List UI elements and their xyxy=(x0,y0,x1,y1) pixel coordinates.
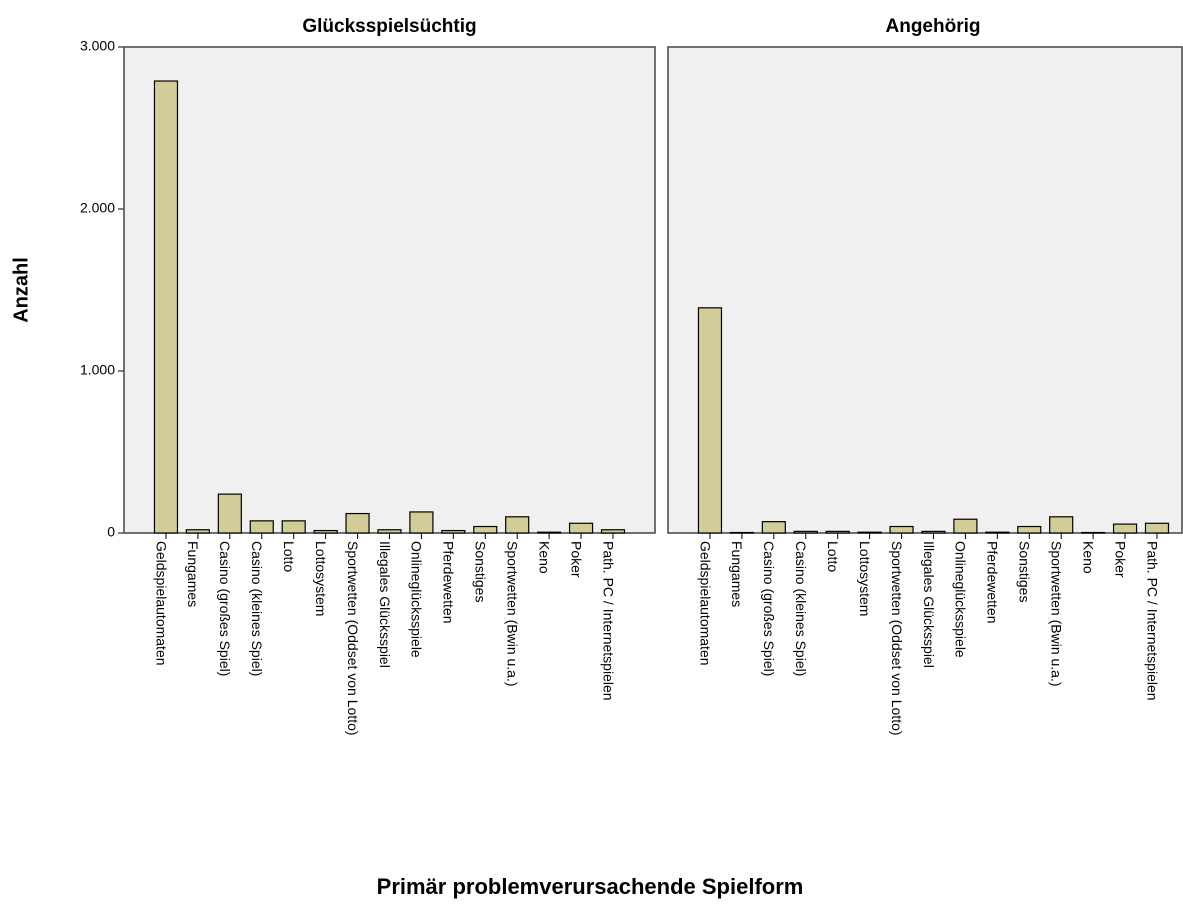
x-tick-label: Sportwetten (Bwin u.a.) xyxy=(504,541,520,687)
x-tick-label: Path. PC / Internetspielen xyxy=(600,541,616,701)
bar xyxy=(985,531,1010,534)
bar xyxy=(313,529,338,534)
x-tick-label: Fungames xyxy=(185,541,201,607)
x-tick-label: Onlineglücksspiele xyxy=(409,541,425,658)
x-tick-label: Casino (kleines Spiel) xyxy=(249,541,265,676)
x-tick-label: Pferdewetten xyxy=(985,541,1001,623)
x-tick-label: Keno xyxy=(536,541,552,574)
x-tick-label: Onlineglücksspiele xyxy=(953,541,969,658)
bar xyxy=(377,529,402,534)
bar xyxy=(185,529,210,534)
bar xyxy=(1144,522,1170,534)
x-tick-label: Geldspielautomaten xyxy=(697,541,713,666)
x-tick-label: Illegales Glücksspiel xyxy=(921,541,937,668)
bar xyxy=(889,525,914,534)
x-tick-label: Lottosystem xyxy=(857,541,873,616)
bar xyxy=(409,511,434,534)
x-tick-label: Sonstiges xyxy=(473,541,489,602)
bar xyxy=(537,531,562,534)
panel-background xyxy=(667,46,1183,534)
panel-title: Angehörig xyxy=(886,16,981,37)
x-tick-label: Path. PC / Internetspielen xyxy=(1144,541,1160,701)
bar xyxy=(921,530,946,534)
bar xyxy=(153,80,179,534)
y-tick-label: 1.000 xyxy=(80,362,115,378)
y-tick-label: 0 xyxy=(107,524,115,540)
y-tick-label: 3.000 xyxy=(80,38,115,54)
x-tick-label: Sportwetten (Oddset von Lotto) xyxy=(889,541,905,736)
x-tick-label: Lotto xyxy=(281,541,297,572)
bar xyxy=(793,530,818,534)
bar xyxy=(505,516,530,534)
y-axis-label: Anzahl xyxy=(10,257,32,323)
x-tick-label: Fungames xyxy=(729,541,745,607)
x-tick-label: Sportwetten (Bwin u.a.) xyxy=(1048,541,1064,687)
bar xyxy=(217,493,242,534)
bar xyxy=(441,529,466,534)
x-tick-label: Poker xyxy=(568,541,584,578)
x-tick-label: Sportwetten (Oddset von Lotto) xyxy=(345,541,361,736)
panel-title: Glücksspielsüchtig xyxy=(302,16,476,37)
bar xyxy=(761,521,786,534)
bar xyxy=(568,522,594,534)
bar xyxy=(281,520,306,534)
x-tick-label: Casino (großes Spiel) xyxy=(761,541,777,676)
x-tick-label: Poker xyxy=(1112,541,1128,578)
bar xyxy=(1112,523,1138,534)
bar xyxy=(1017,525,1042,534)
bar xyxy=(473,525,498,534)
x-axis-label: Primär problemverursachende Spielform xyxy=(377,874,804,899)
x-tick-label: Keno xyxy=(1080,541,1096,574)
bar xyxy=(345,512,370,534)
bar xyxy=(1049,516,1074,534)
x-tick-label: Pferdewetten xyxy=(441,541,457,624)
bar xyxy=(953,518,978,534)
bar xyxy=(697,307,723,534)
x-tick-label: Casino (kleines Spiel) xyxy=(793,541,809,676)
bar xyxy=(600,529,626,534)
x-tick-label: Illegales Glücksspiel xyxy=(377,541,393,668)
x-tick-label: Sonstiges xyxy=(1017,541,1033,602)
x-tick-label: Geldspielautomaten xyxy=(153,541,169,666)
x-tick-label: Lotto xyxy=(825,541,841,572)
panel-background xyxy=(123,46,656,534)
bar xyxy=(825,530,850,534)
bar xyxy=(857,531,882,534)
y-tick-label: 2.000 xyxy=(80,200,115,216)
x-tick-label: Lottosystem xyxy=(313,541,329,616)
bar xyxy=(249,520,274,534)
x-tick-label: Casino (großes Spiel) xyxy=(217,541,233,676)
